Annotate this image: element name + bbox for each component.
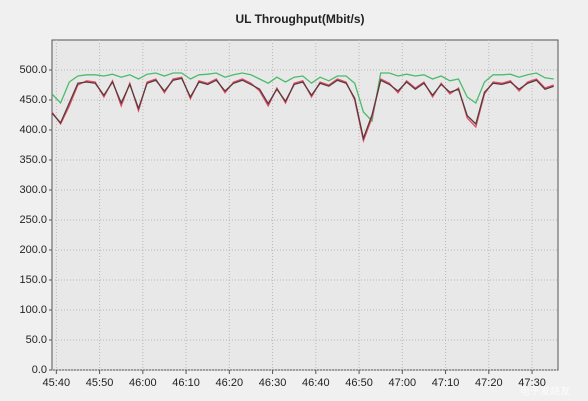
x-tick-label: 46:50: [345, 377, 373, 389]
chart-title: UL Throughput(Mbit/s): [235, 12, 364, 26]
y-tick-label: 500.0: [19, 64, 47, 76]
y-tick-label: 200.0: [19, 244, 47, 256]
y-tick-label: 250.0: [19, 214, 47, 226]
x-tick-label: 45:50: [86, 377, 114, 389]
x-tick-label: 47:20: [475, 377, 503, 389]
series-line: [51, 72, 554, 123]
x-tick-label: 46:20: [216, 377, 244, 389]
x-tick-label: 47:10: [432, 377, 460, 389]
x-tick-label: 46:30: [259, 377, 287, 389]
y-tick-label: 450.0: [19, 94, 47, 106]
x-tick-label: 45:40: [43, 377, 71, 389]
x-tick-label: 47:30: [518, 377, 546, 389]
series-line: [51, 77, 554, 141]
y-tick-label: 50.0: [26, 334, 47, 346]
y-tick-label: 400.0: [19, 124, 47, 136]
y-tick-label: 350.0: [19, 154, 47, 166]
plot-area: [51, 39, 559, 371]
x-tick-label: 46:40: [302, 377, 330, 389]
y-tick-label: 300.0: [19, 184, 47, 196]
x-tick-label: 47:00: [389, 377, 417, 389]
y-tick-label: 0.0: [32, 364, 47, 376]
x-tick-label: 46:00: [129, 377, 157, 389]
y-tick-label: 150.0: [19, 274, 47, 286]
y-tick-label: 100.0: [19, 304, 47, 316]
x-tick-label: 46:10: [172, 377, 200, 389]
watermark: 电子发烧友: [520, 385, 570, 398]
